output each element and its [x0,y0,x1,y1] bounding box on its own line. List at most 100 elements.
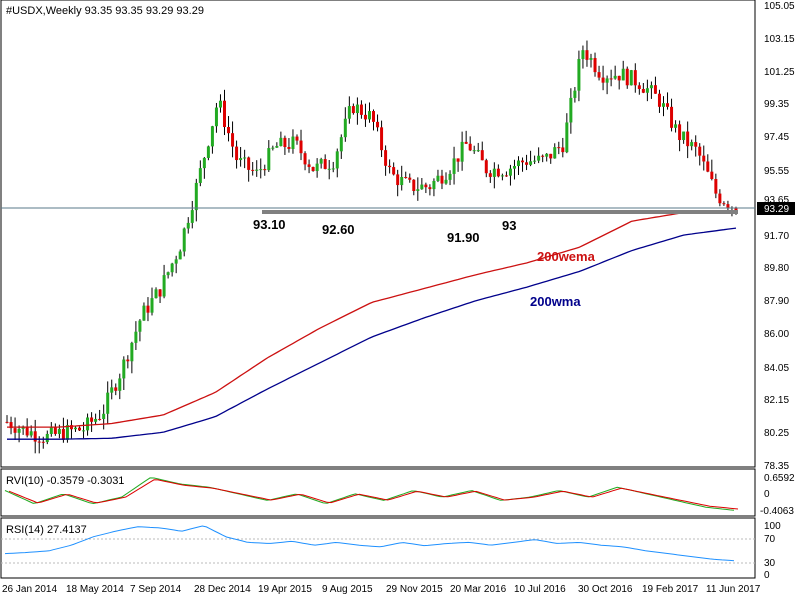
candle-body [456,158,460,162]
candle-body [158,289,162,297]
rvi-signal-line [8,479,739,510]
candle-body [452,158,456,174]
candle-body [327,168,331,170]
candle-body [440,175,444,184]
candle-body [303,153,307,165]
candle-body [214,107,218,127]
rvi-lines [4,477,739,511]
candle-body [359,104,363,115]
candle-body [557,147,561,149]
candle-body [504,175,508,177]
candle-body [17,428,21,433]
y-tick: 86.00 [764,329,789,340]
candle-body [206,146,210,158]
candle-body [496,168,500,177]
candle-body [86,417,90,431]
candle-body [178,251,182,260]
x-tick: 19 Apr 2015 [258,584,312,595]
candle-body [392,167,396,175]
candle-body [186,222,190,229]
rsi-series-line [4,525,735,562]
candle-body [565,122,569,153]
candle-body [678,124,682,141]
candle-body [82,430,86,432]
candle-body [138,320,142,332]
candle-body [694,142,698,147]
candle-body [323,159,327,169]
candle-body [593,58,597,73]
candle-body [448,173,452,180]
candle-body [154,289,158,299]
candle-body [710,171,714,179]
candle-body [517,160,521,167]
rsi-tick-0: 0 [764,570,770,581]
candle-body [585,50,589,60]
main-y-axis: 105.05 103.15 101.25 99.35 97.45 95.55 9… [764,1,795,472]
candle-body [122,359,126,379]
candle-body [243,157,247,159]
x-tick: 29 Nov 2015 [386,584,443,595]
candle-body [376,121,380,128]
candle-body [190,210,194,223]
y-tick: 103.15 [764,34,795,45]
wema-line [7,210,737,428]
candle-body [472,150,476,152]
candle-body [476,150,480,152]
candle-body [263,169,267,171]
rvi-tick-mid: 0 [764,489,770,500]
y-tick: 87.90 [764,296,789,307]
candle-body [61,428,65,440]
candle-body [13,428,17,433]
candle-body [460,141,464,162]
candle-body [641,88,645,93]
candle-body [625,68,629,86]
x-tick: 26 Jan 2014 [2,584,57,595]
candle-body [573,90,577,98]
ema-label: 200wema [537,249,596,264]
candle-body [597,72,601,78]
candle-body [267,148,271,171]
main-header: #USDX,Weekly 93.35 93.35 93.29 93.29 [6,5,204,17]
candle-body [182,228,186,252]
y-tick: 89.80 [764,263,789,274]
candle-body [335,151,339,169]
candle-body [428,187,432,190]
candle-body [146,305,150,313]
candle-body [500,175,504,177]
candle-body [424,184,428,188]
candle-body [343,118,347,138]
y-tick: 97.45 [764,132,789,143]
candle-body [561,147,565,153]
candle-body [408,177,412,180]
candle-body [569,97,573,123]
x-tick: 20 Mar 2016 [450,584,507,595]
candle-body [529,161,533,165]
candle-body [142,305,146,321]
candle-body [702,155,706,162]
candle-body [239,158,243,161]
candle-body [102,413,106,420]
candle-body [114,387,118,391]
candle-body [464,141,468,144]
rvi-header: RVI(10) -0.3579 -0.3031 [6,475,124,487]
candle-body [210,126,214,147]
candle-body [553,147,557,159]
current-price-tag: 93.29 [764,204,789,215]
rvi-main-line [4,477,735,511]
rvi-panel-frame [0,468,756,517]
candle-body [698,146,702,156]
candle-body [380,127,384,151]
candle-body [690,142,694,147]
y-tick: 99.35 [764,99,789,110]
y-tick: 93.65 [764,195,789,206]
x-tick: 19 Feb 2017 [642,584,699,595]
candle-body [384,150,388,166]
candle-body [222,100,226,128]
candle-body [686,131,690,147]
rsi-header: RSI(14) 27.4137 [6,524,87,536]
candle-body [331,168,335,170]
candle-body [621,68,625,81]
candle-body [351,106,355,114]
candle-body [90,417,94,422]
